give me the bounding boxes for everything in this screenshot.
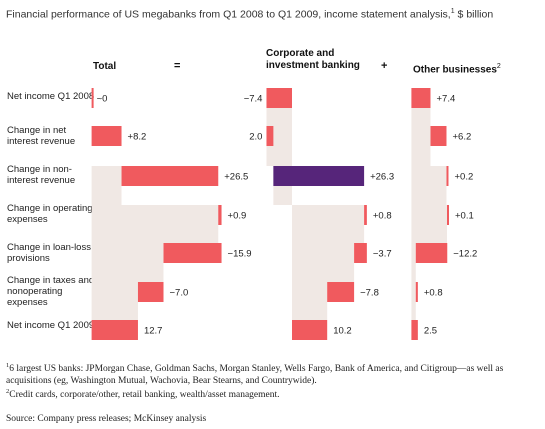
bar-corporate-and-investment-banking-6 [292, 320, 328, 340]
connector-shade [292, 243, 355, 282]
bar-other-businesses-6 [411, 320, 418, 340]
bar-other-businesses-1 [430, 126, 447, 146]
data-label: ~0 [97, 94, 108, 105]
bar-total-6 [91, 320, 138, 340]
source-note: Source: Company press releases; McKinsey… [6, 414, 207, 424]
row-label-non-interest: Change in non-interest revenue [7, 164, 76, 186]
connector-shade [411, 243, 416, 282]
data-label: +7.4 [436, 94, 455, 105]
bar-other-businesses-3 [447, 205, 450, 225]
data-label: +0.9 [228, 211, 247, 222]
row-label-loan-loss: Change in loan-loss provisions [7, 242, 91, 264]
data-label: 2.5 [424, 326, 437, 337]
connector-shade [411, 126, 431, 166]
bar-corporate-and-investment-banking-4 [354, 243, 367, 263]
chart-title: Financial performance of US megabanks fr… [6, 8, 494, 21]
bar-total-5 [137, 282, 164, 302]
data-label: +26.3 [370, 172, 394, 183]
header-total: Total [93, 61, 117, 72]
data-label: +0.8 [373, 211, 392, 222]
connector-shade [411, 108, 431, 126]
row-label-net-interest: Change in net interest revenue [7, 125, 76, 147]
bar-corporate-and-investment-banking-2 [273, 166, 365, 186]
equals-sign: = [174, 60, 181, 72]
connector-shade [91, 243, 164, 282]
bar-total-0 [91, 88, 94, 108]
connector-shade [411, 166, 447, 205]
data-label: +0.1 [455, 211, 474, 222]
data-label: −12.2 [453, 249, 477, 260]
row-label-net-income-2009: Net income Q1 2009 [7, 320, 95, 331]
bar-other-businesses-2 [446, 166, 449, 186]
bar-total-4 [163, 243, 222, 263]
connector-shade [91, 282, 138, 320]
connector-shade [292, 205, 365, 243]
data-label: −7.0 [170, 288, 189, 299]
row-label-net-income-2008: Net income Q1 2008 [7, 91, 95, 102]
bar-corporate-and-investment-banking-1 [266, 126, 274, 146]
bar-corporate-and-investment-banking-0 [266, 88, 292, 108]
bar-total-3 [218, 205, 222, 225]
data-label: 12.7 [144, 326, 163, 337]
connector-shade [292, 282, 328, 320]
data-label: +0.8 [424, 288, 443, 299]
connector-shade [91, 205, 219, 243]
data-label: +8.2 [128, 132, 147, 143]
data-label: 2.0 [249, 132, 262, 143]
footnote-1: 16 largest US banks: JPMorgan Chase, Gol… [6, 362, 504, 387]
connector-shade [411, 282, 416, 320]
row-label-operating-expenses: Change in operating expenses [7, 203, 93, 225]
header-other: Other businesses2 [413, 63, 501, 76]
data-label: −3.7 [373, 249, 392, 260]
header-cib: Corporate and investment banking [266, 48, 360, 71]
footnote-2: 2Credit cards, corporate/other, retail b… [6, 388, 280, 401]
bar-corporate-and-investment-banking-3 [364, 205, 367, 225]
connector-shade [266, 108, 292, 126]
data-label: +6.2 [452, 132, 471, 143]
connector-shade [91, 166, 122, 205]
data-label: 10.2 [333, 326, 352, 337]
bar-corporate-and-investment-banking-5 [327, 282, 355, 302]
bar-other-businesses-4 [415, 243, 448, 263]
data-label: −15.9 [228, 249, 252, 260]
data-label: −7.8 [360, 288, 379, 299]
bar-total-1 [91, 126, 122, 146]
bar-total-2 [121, 166, 219, 186]
data-label: −7.4 [244, 94, 263, 105]
plus-sign: + [381, 60, 388, 72]
connector-shade [411, 205, 448, 243]
row-label-taxes: Change in taxes and nonoperating expense… [7, 275, 95, 308]
bar-other-businesses-0 [411, 88, 431, 108]
data-label: +26.5 [224, 172, 248, 183]
bar-other-businesses-5 [415, 282, 418, 302]
data-label: +0.2 [454, 172, 473, 183]
